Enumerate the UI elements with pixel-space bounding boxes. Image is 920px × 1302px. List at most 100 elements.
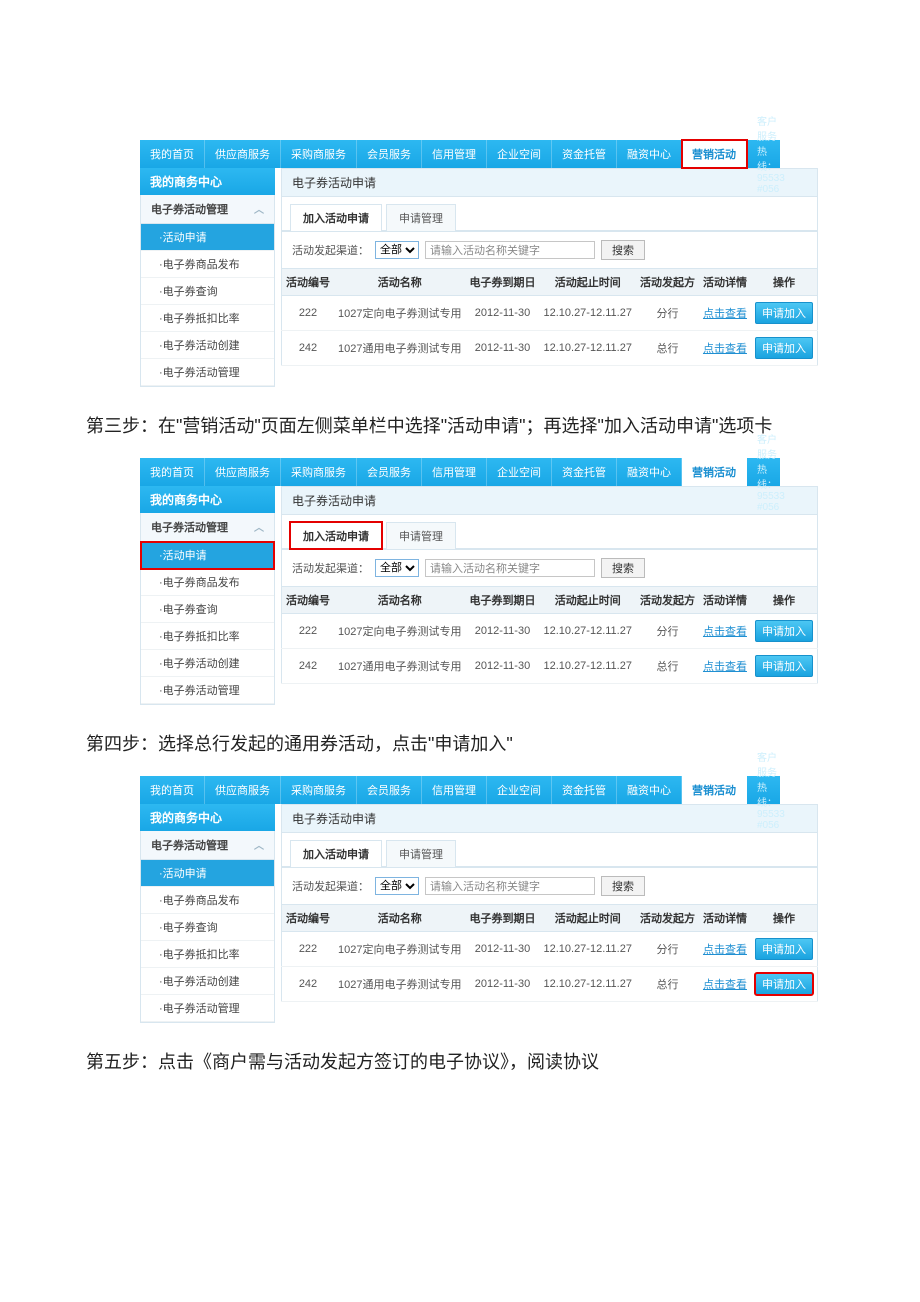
apply-join-button[interactable]: 申请加入 bbox=[755, 337, 813, 359]
table-header: 活动编号 bbox=[282, 269, 335, 296]
nav-item[interactable]: 信用管理 bbox=[422, 776, 487, 804]
sidebar-group-title[interactable]: 电子券活动管理︿ bbox=[141, 831, 274, 860]
nav-item[interactable]: 信用管理 bbox=[422, 458, 487, 486]
sidebar-item[interactable]: ·电子券抵扣比率 bbox=[141, 305, 274, 332]
tab[interactable]: 加入活动申请 bbox=[290, 522, 382, 549]
view-detail-link[interactable]: 点击查看 bbox=[703, 944, 747, 956]
tab[interactable]: 申请管理 bbox=[386, 840, 456, 867]
table-row: 2421027通用电子券测试专用2012-11-3012.10.27-12.11… bbox=[282, 649, 818, 684]
nav-item[interactable]: 融资中心 bbox=[617, 458, 682, 486]
nav-item[interactable]: 我的首页 bbox=[140, 458, 205, 486]
nav-item[interactable]: 供应商服务 bbox=[205, 458, 281, 486]
sidebar-item[interactable]: ·电子券查询 bbox=[141, 278, 274, 305]
view-detail-link[interactable]: 点击查看 bbox=[703, 979, 747, 991]
nav-item[interactable]: 营销活动 bbox=[682, 140, 747, 168]
sidebar-group-title[interactable]: 电子券活动管理︿ bbox=[141, 195, 274, 224]
nav-item[interactable]: 融资中心 bbox=[617, 140, 682, 168]
hotline-text: 客户服务热线：95533 #056 bbox=[747, 776, 795, 804]
table-header: 活动发起方 bbox=[636, 269, 699, 296]
table-header: 操作 bbox=[751, 587, 818, 614]
nav-item[interactable]: 营销活动 bbox=[682, 458, 747, 486]
view-detail-link[interactable]: 点击查看 bbox=[703, 626, 747, 638]
apply-join-button[interactable]: 申请加入 bbox=[755, 302, 813, 324]
sidebar-item[interactable]: ·电子券活动管理 bbox=[141, 359, 274, 386]
nav-item[interactable]: 供应商服务 bbox=[205, 776, 281, 804]
sidebar-item[interactable]: ·电子券商品发布 bbox=[141, 251, 274, 278]
nav-item[interactable]: 会员服务 bbox=[357, 776, 422, 804]
sidebar-item[interactable]: ·电子券查询 bbox=[141, 914, 274, 941]
sidebar-item[interactable]: ·活动申请 bbox=[141, 542, 274, 569]
nav-item[interactable]: 我的首页 bbox=[140, 776, 205, 804]
tabs: 加入活动申请申请管理 bbox=[281, 515, 818, 549]
document: 我的首页供应商服务采购商服务会员服务信用管理企业空间资金托管融资中心营销活动客户… bbox=[0, 0, 920, 1155]
nav-item[interactable]: 资金托管 bbox=[552, 776, 617, 804]
table-cell: 12.10.27-12.11.27 bbox=[539, 649, 635, 684]
sidebar-item[interactable]: ·电子券活动创建 bbox=[141, 968, 274, 995]
nav-item[interactable]: 我的首页 bbox=[140, 140, 205, 168]
tab[interactable]: 申请管理 bbox=[386, 522, 456, 549]
sidebar-group-title[interactable]: 电子券活动管理︿ bbox=[141, 513, 274, 542]
nav-item[interactable]: 企业空间 bbox=[487, 776, 552, 804]
channel-select[interactable]: 全部 bbox=[375, 559, 419, 577]
apply-join-button[interactable]: 申请加入 bbox=[755, 655, 813, 677]
nav-item[interactable]: 采购商服务 bbox=[281, 140, 357, 168]
nav-item[interactable]: 资金托管 bbox=[552, 140, 617, 168]
sidebar-item[interactable]: ·活动申请 bbox=[141, 224, 274, 251]
search-input[interactable] bbox=[425, 241, 595, 259]
nav-item[interactable]: 资金托管 bbox=[552, 458, 617, 486]
channel-select[interactable]: 全部 bbox=[375, 877, 419, 895]
nav-item[interactable]: 会员服务 bbox=[357, 140, 422, 168]
activity-table: 活动编号活动名称电子券到期日活动起止时间活动发起方活动详情操作2221027定向… bbox=[281, 587, 818, 684]
table-cell: 1027通用电子券测试专用 bbox=[334, 649, 465, 684]
nav-item[interactable]: 信用管理 bbox=[422, 140, 487, 168]
sidebar-item[interactable]: ·电子券抵扣比率 bbox=[141, 623, 274, 650]
nav-item[interactable]: 供应商服务 bbox=[205, 140, 281, 168]
sidebar-item[interactable]: ·电子券商品发布 bbox=[141, 569, 274, 596]
channel-select[interactable]: 全部 bbox=[375, 241, 419, 259]
table-cell: 分行 bbox=[636, 296, 699, 331]
search-button[interactable]: 搜索 bbox=[601, 240, 645, 260]
tabs: 加入活动申请申请管理 bbox=[281, 833, 818, 867]
view-detail-link[interactable]: 点击查看 bbox=[703, 308, 747, 320]
sidebar-item[interactable]: ·电子券活动创建 bbox=[141, 650, 274, 677]
tab[interactable]: 加入活动申请 bbox=[290, 840, 382, 867]
table-cell: 2012-11-30 bbox=[465, 649, 539, 684]
sidebar-item[interactable]: ·电子券查询 bbox=[141, 596, 274, 623]
search-input[interactable] bbox=[425, 877, 595, 895]
search-input[interactable] bbox=[425, 559, 595, 577]
sidebar-item[interactable]: ·电子券抵扣比率 bbox=[141, 941, 274, 968]
shot-body: 我的商务中心电子券活动管理︿·活动申请·电子券商品发布·电子券查询·电子券抵扣比… bbox=[140, 486, 780, 705]
nav-item[interactable]: 采购商服务 bbox=[281, 458, 357, 486]
hotline-text: 客户服务热线：95533 #056 bbox=[747, 458, 795, 486]
nav-item[interactable]: 企业空间 bbox=[487, 458, 552, 486]
nav-item[interactable]: 营销活动 bbox=[682, 776, 747, 804]
sidebar-item[interactable]: ·电子券活动管理 bbox=[141, 677, 274, 704]
nav-item[interactable]: 融资中心 bbox=[617, 776, 682, 804]
search-button[interactable]: 搜索 bbox=[601, 558, 645, 578]
table-row: 2421027通用电子券测试专用2012-11-3012.10.27-12.11… bbox=[282, 331, 818, 366]
search-button[interactable]: 搜索 bbox=[601, 876, 645, 896]
table-cell: 2012-11-30 bbox=[465, 296, 539, 331]
table-cell: 222 bbox=[282, 932, 335, 967]
filter-label: 活动发起渠道： bbox=[292, 878, 369, 894]
sidebar-title: 我的商务中心 bbox=[140, 486, 275, 513]
activity-table: 活动编号活动名称电子券到期日活动起止时间活动发起方活动详情操作2221027定向… bbox=[281, 905, 818, 1002]
sidebar-item[interactable]: ·电子券活动管理 bbox=[141, 995, 274, 1022]
nav-item[interactable]: 会员服务 bbox=[357, 458, 422, 486]
table-header: 电子券到期日 bbox=[465, 587, 539, 614]
sidebar-item[interactable]: ·电子券商品发布 bbox=[141, 887, 274, 914]
apply-join-button[interactable]: 申请加入 bbox=[755, 938, 813, 960]
sidebar-title: 我的商务中心 bbox=[140, 804, 275, 831]
tab[interactable]: 加入活动申请 bbox=[290, 204, 382, 231]
view-detail-link[interactable]: 点击查看 bbox=[703, 661, 747, 673]
nav-item[interactable]: 企业空间 bbox=[487, 140, 552, 168]
apply-join-button[interactable]: 申请加入 bbox=[755, 973, 813, 995]
apply-join-button[interactable]: 申请加入 bbox=[755, 620, 813, 642]
nav-item[interactable]: 采购商服务 bbox=[281, 776, 357, 804]
sidebar-item[interactable]: ·电子券活动创建 bbox=[141, 332, 274, 359]
view-detail-link[interactable]: 点击查看 bbox=[703, 343, 747, 355]
sidebar-item[interactable]: ·活动申请 bbox=[141, 860, 274, 887]
table-cell: 12.10.27-12.11.27 bbox=[539, 967, 635, 1002]
tab[interactable]: 申请管理 bbox=[386, 204, 456, 231]
top-nav: 我的首页供应商服务采购商服务会员服务信用管理企业空间资金托管融资中心营销活动客户… bbox=[140, 458, 780, 486]
